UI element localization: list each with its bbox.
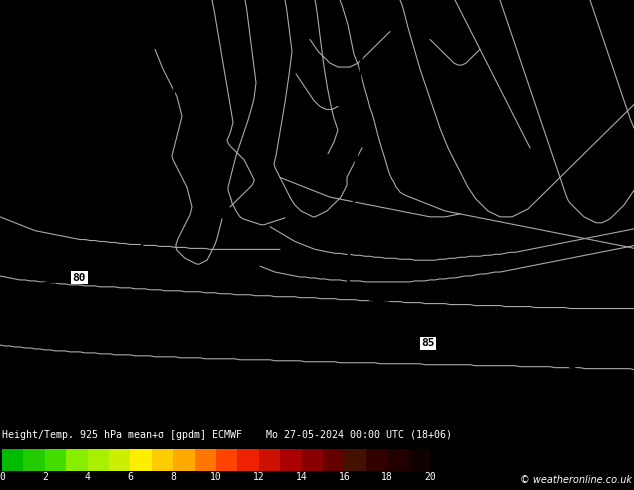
- Text: 80: 80: [72, 272, 86, 283]
- Text: 4: 4: [85, 472, 91, 482]
- Bar: [259, 449, 280, 471]
- Bar: [23, 449, 45, 471]
- Text: 14: 14: [295, 472, 307, 482]
- Bar: [366, 449, 387, 471]
- Bar: [87, 449, 109, 471]
- Text: © weatheronline.co.uk: © weatheronline.co.uk: [520, 475, 632, 485]
- Bar: [323, 449, 344, 471]
- Bar: [152, 449, 173, 471]
- Bar: [131, 449, 152, 471]
- Text: 2: 2: [42, 472, 48, 482]
- Bar: [280, 449, 302, 471]
- Text: 18: 18: [381, 472, 393, 482]
- Bar: [302, 449, 323, 471]
- Bar: [2, 449, 23, 471]
- Text: 16: 16: [339, 472, 350, 482]
- Bar: [387, 449, 408, 471]
- Text: 12: 12: [253, 472, 264, 482]
- Text: 85: 85: [421, 338, 435, 348]
- Text: 20: 20: [424, 472, 436, 482]
- Text: 0: 0: [0, 472, 5, 482]
- Text: Height/Temp. 925 hPa mean+σ [gpdm] ECMWF    Mo 27-05-2024 00:00 UTC (18+06): Height/Temp. 925 hPa mean+σ [gpdm] ECMWF…: [2, 430, 452, 440]
- Text: 6: 6: [127, 472, 133, 482]
- Text: 8: 8: [171, 472, 176, 482]
- Bar: [344, 449, 366, 471]
- Bar: [66, 449, 87, 471]
- Text: 10: 10: [210, 472, 222, 482]
- Bar: [216, 449, 237, 471]
- Bar: [109, 449, 131, 471]
- Bar: [408, 449, 430, 471]
- Bar: [195, 449, 216, 471]
- Bar: [237, 449, 259, 471]
- Bar: [45, 449, 66, 471]
- Bar: [173, 449, 195, 471]
